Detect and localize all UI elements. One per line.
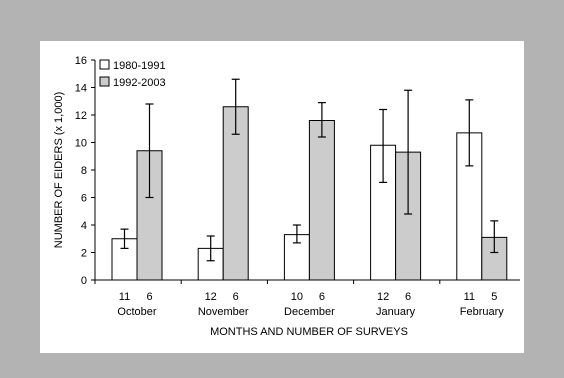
survey-count-label: 12 <box>205 291 217 303</box>
chart-panel: 1980-1991 1992-2003 11 12 10 12 11 6 6 6 6 5 0 2 4 6 8 1… <box>40 41 524 353</box>
y-tick-label: 0 <box>81 275 87 287</box>
legend: 1980-1991 1992-2003 <box>99 59 166 89</box>
y-tick-label: 4 <box>81 220 87 232</box>
survey-count-label: 5 <box>491 291 497 303</box>
survey-count-label: 6 <box>146 291 152 303</box>
category-label: January <box>376 306 416 318</box>
bar-december-series-2 <box>308 120 335 281</box>
survey-count-label: 6 <box>319 291 325 303</box>
survey-count-label: 11 <box>119 291 130 303</box>
legend-swatch-series-1 <box>99 59 110 70</box>
category-label: December <box>284 306 335 318</box>
y-tick-label: 14 <box>75 83 87 95</box>
bars <box>111 106 508 281</box>
y-tick-label: 10 <box>75 138 87 150</box>
legend-swatch-series-2 <box>99 76 110 87</box>
category-label: February <box>460 306 505 318</box>
axis-labels: 11 12 10 12 11 6 6 6 6 5 0 2 4 6 8 10 12 14 16 October Novem… <box>53 55 504 338</box>
legend-label-series-1: 1980-1991 <box>113 60 166 72</box>
error-bars <box>120 78 499 262</box>
x-axis-title: MONTHS AND NUMBER OF SURVEYS <box>210 326 408 338</box>
survey-count-label: 11 <box>464 291 475 303</box>
y-tick-label: 6 <box>81 193 87 205</box>
survey-count-label: 12 <box>377 291 389 303</box>
category-label: October <box>117 306 156 318</box>
axes <box>91 59 520 284</box>
y-tick-label: 2 <box>81 248 87 260</box>
survey-count-label: 10 <box>291 291 303 303</box>
legend-label-series-2: 1992-2003 <box>113 77 166 89</box>
survey-count-label: 6 <box>233 291 239 303</box>
y-tick-label: 12 <box>75 110 87 122</box>
category-label: November <box>198 306 249 318</box>
y-axis-title: NUMBER OF EIDERS (x 1,000) <box>53 92 65 248</box>
survey-count-label: 6 <box>405 291 411 303</box>
y-tick-label: 8 <box>81 165 87 177</box>
y-tick-label: 16 <box>75 55 87 67</box>
